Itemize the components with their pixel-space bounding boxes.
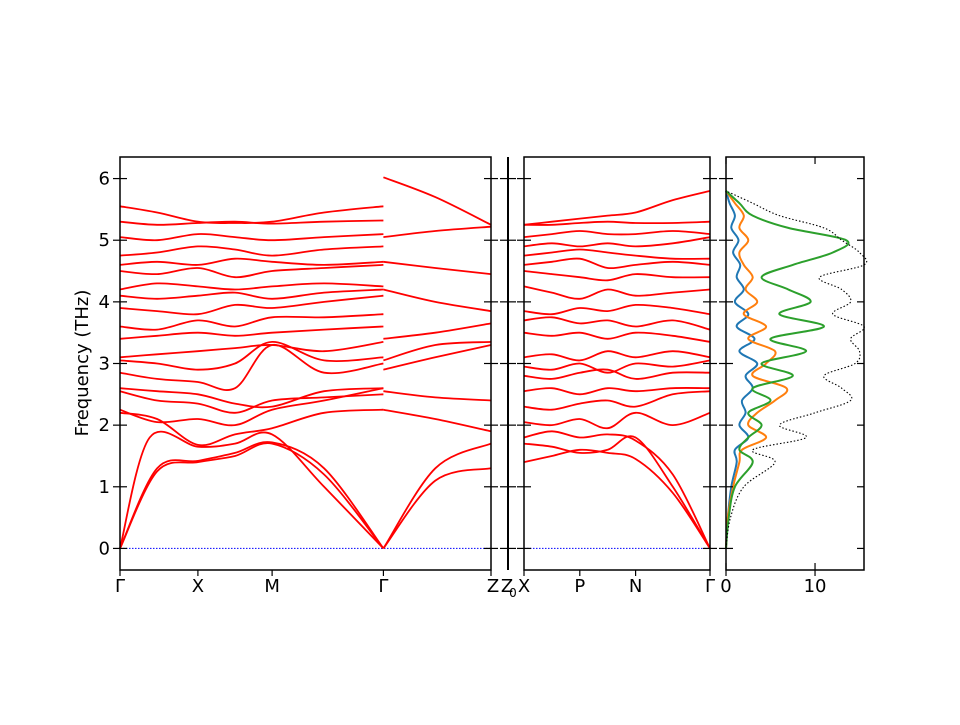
band-panel-1-band-8 — [119, 390, 384, 414]
band-panel-2-band-14 — [523, 270, 711, 282]
band-panel-1-band-17 — [119, 282, 384, 291]
band-panel-1-band-24 — [383, 176, 492, 226]
band-panel-1-band-14 — [119, 313, 384, 331]
band-panel-1-kpoint-label: Γ — [115, 576, 125, 597]
band-panel-1-band-4 — [382, 442, 492, 549]
band-panel-1-band-3 — [119, 430, 385, 550]
band-panel-1-band-7 — [119, 387, 384, 427]
y-tick-label: 0 — [99, 538, 110, 559]
dos-curve-2 — [725, 190, 789, 549]
dos-curve-3 — [725, 190, 850, 549]
y-tick-label: 2 — [99, 415, 110, 436]
segment-break-label-z0: Z — [501, 576, 513, 597]
band-panel-1-band-21 — [119, 233, 384, 242]
band-panel-2-band-11 — [523, 316, 711, 331]
band-panel-1-band-19 — [119, 257, 384, 266]
band-panel-1-band-20 — [119, 245, 384, 257]
segment-break-label-z: Z — [487, 576, 499, 597]
dos-xtick-label: 10 — [804, 576, 827, 597]
band-panel-1-band-6 — [119, 408, 384, 447]
band-panel-2-band-15 — [523, 257, 711, 270]
band-panel-2-band-6 — [523, 387, 711, 396]
band-panel-2-kpoint-label: N — [629, 576, 642, 597]
band-panel-1-band-32 — [383, 408, 492, 433]
band-panel-1-band-1 — [119, 442, 385, 549]
y-axis-title: Frequency (THz) — [72, 290, 93, 437]
band-panel-1-band-26 — [383, 260, 492, 275]
band-panel-1-band-9 — [119, 387, 384, 409]
dos-curve-1 — [725, 190, 759, 549]
band-panel-2-band-7 — [523, 368, 711, 380]
dos-xtick-label: 0 — [720, 576, 731, 597]
band-panel-1: 0 1 2 3 4 5 6 Γ X M Γ — [99, 156, 498, 597]
y-tick-label: 4 — [99, 292, 110, 313]
band-panel-1-band-29 — [383, 341, 492, 362]
y-tick-label: 6 — [99, 169, 110, 190]
band-panel-2-band-3 — [523, 430, 711, 549]
band-panel-2-band-4 — [523, 411, 711, 430]
band-panel-2-kpoint-label: X — [518, 576, 530, 597]
band-panel-1-band-5 — [382, 467, 492, 549]
band-panel-2-band-19 — [523, 220, 711, 226]
band-panel-2-band-13 — [523, 285, 711, 300]
band-panel-2-kpoint-label: Γ — [705, 576, 715, 597]
band-panel-2-kpoint-label: P — [574, 576, 585, 597]
band-panel-2-band-16 — [523, 248, 711, 260]
band-panel-2-band-18 — [523, 230, 711, 238]
segment-break-panel — [500, 157, 516, 570]
band-panel-2-band-12 — [523, 303, 711, 316]
band-panel-1-band-15 — [119, 294, 384, 316]
band-panel-1-band-28 — [383, 322, 492, 340]
band-panel-2-band-20 — [523, 190, 711, 226]
band-panel-1-band-16 — [119, 288, 384, 300]
band-panel-1-band-10 — [119, 344, 384, 391]
band-panel-1-band-2 — [119, 441, 385, 549]
band-panel-1-band-22 — [119, 219, 384, 226]
band-panel-2-band-2 — [523, 435, 711, 549]
band-panel-1-band-12 — [119, 341, 384, 359]
band-panel-1-kpoint-label: M — [264, 576, 280, 597]
y-tick-label: 3 — [99, 354, 110, 375]
band-panel-2-band-9 — [523, 350, 711, 362]
band-panel-2-band-17 — [523, 236, 711, 248]
band-panel-1-kpoint-label: Γ — [378, 576, 388, 597]
band-panel-1-band-11 — [119, 340, 384, 371]
band-panel-1-band-30 — [383, 344, 492, 371]
band-panel-2-band-5 — [523, 390, 711, 411]
segment-break-label-z0-subscript: 0 — [509, 586, 517, 600]
y-tick-label: 1 — [99, 477, 110, 498]
band-panel-1-kpoint-label: X — [192, 576, 204, 597]
band-panel-1-band-27 — [383, 288, 492, 312]
band-panel-2-band-8 — [523, 359, 711, 374]
dos-curve-4 — [725, 190, 868, 549]
band-panel-2-band-10 — [523, 331, 711, 343]
band-panel-1-band-13 — [119, 325, 384, 340]
y-tick-label: 5 — [99, 230, 110, 251]
dos-panel: 0 10 — [719, 156, 868, 597]
band-panel-1-band-31 — [383, 390, 492, 402]
band-panel-1-band-23 — [119, 205, 384, 224]
band-panel-1-band-18 — [119, 264, 384, 279]
band-panel-1-band-25 — [383, 225, 492, 238]
band-panel-2-band-1 — [523, 448, 711, 549]
